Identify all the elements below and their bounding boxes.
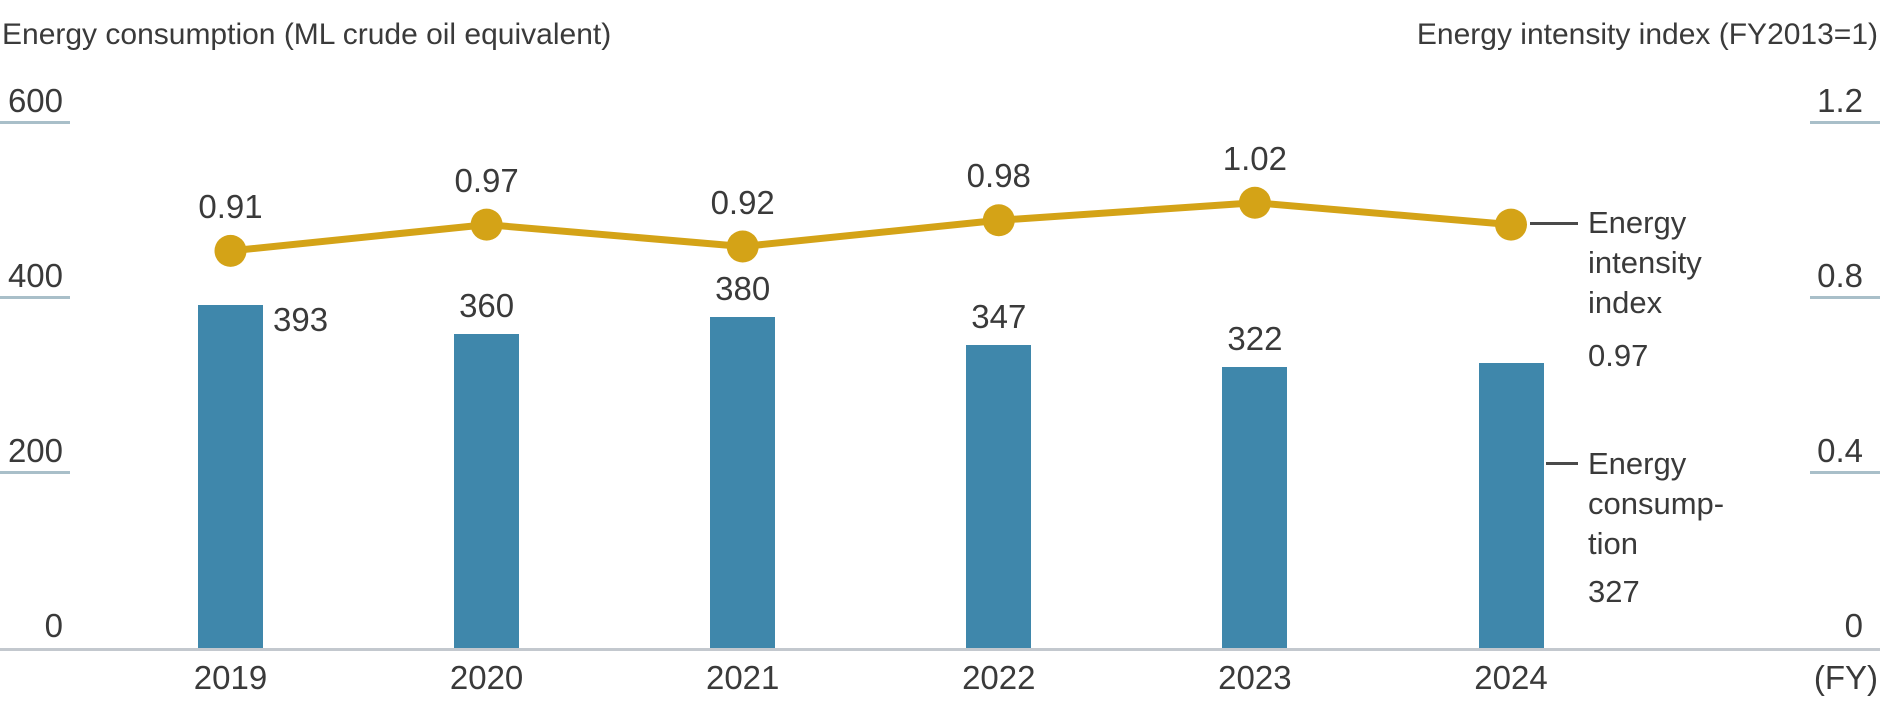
tick-right-1.2: 1.2 (1810, 81, 1880, 124)
tick-left-0: 0 (44, 607, 63, 644)
intensity-point-2020 (470, 208, 503, 241)
tick-right-0: 0 (1844, 607, 1863, 644)
intensity-point-2023 (1238, 186, 1271, 219)
intensity-point-2022 (982, 204, 1015, 237)
line-value-label-2020: 0.97 (454, 161, 519, 199)
legend-label-consumption: Energy consump- tion (1588, 446, 1725, 561)
x-label-2021: 2021 (705, 659, 780, 696)
left-axis-title: Energy consumption (ML crude oil equival… (2, 18, 612, 51)
tick-left-400: 400 (0, 256, 70, 299)
intensity-point-2021 (726, 230, 759, 263)
intensity-point-2019 (214, 234, 247, 267)
bar-2024 (1478, 362, 1544, 649)
x-label-2020: 2020 (449, 659, 524, 696)
bar-2021 (710, 316, 776, 649)
line-value-label-2023: 1.02 (1222, 139, 1287, 177)
bar-2019 (198, 305, 263, 649)
legend-value-consumption: 327 (1588, 574, 1640, 609)
bar-value-label-2023: 322 (1227, 320, 1283, 358)
line-value-label-2019: 0.91 (198, 187, 263, 225)
x-label-2022: 2022 (962, 659, 1036, 696)
x-axis-unit-label: (FY) (1813, 659, 1878, 696)
bar-value-label-2019: 393 (273, 301, 329, 339)
x-label-2024: 2024 (1474, 659, 1548, 696)
right-axis-title: Energy intensity index (FY2013=1) (1416, 18, 1878, 51)
legend-value-intensity: 0.97 (1588, 338, 1649, 373)
bar-2020 (454, 334, 520, 649)
bar-2022 (966, 345, 1032, 649)
legend-connector-consumption (1546, 462, 1578, 465)
tick-left-200: 200 (0, 431, 70, 474)
x-axis-line (0, 648, 1880, 651)
tick-left-600: 600 (0, 81, 70, 124)
line-value-label-2021: 0.92 (710, 183, 775, 221)
x-label-2019: 2019 (193, 659, 268, 696)
bar-value-label-2022: 347 (971, 298, 1027, 336)
bar-2023 (1222, 367, 1288, 649)
intensity-line (230, 199, 1512, 255)
tick-right-0.8: 0.8 (1810, 256, 1880, 299)
line-value-label-2022: 0.98 (966, 157, 1031, 195)
bar-value-label-2021: 380 (715, 269, 771, 307)
legend-connector-intensity (1530, 222, 1578, 225)
intensity-point-2024 (1495, 208, 1527, 241)
bar-value-label-2020: 360 (459, 287, 515, 324)
tick-right-0.4: 0.4 (1810, 431, 1880, 474)
legend-label-intensity: Energy intensity index (1588, 205, 1702, 320)
x-label-2023: 2023 (1218, 659, 1292, 696)
